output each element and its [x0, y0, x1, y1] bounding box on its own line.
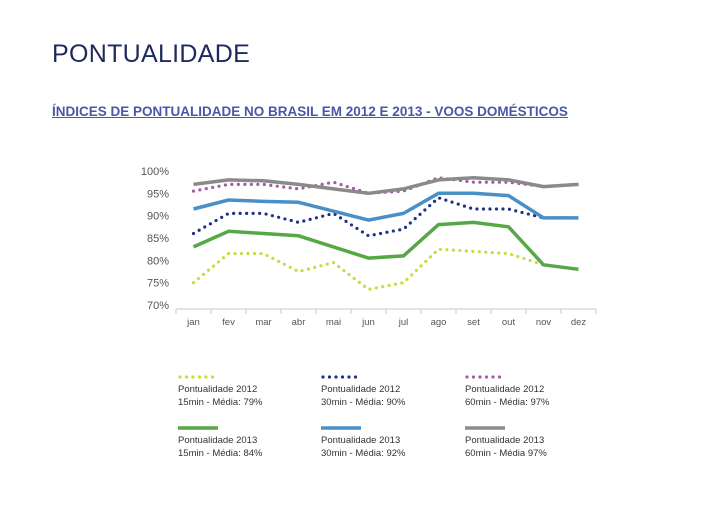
series-line-5: [193, 191, 579, 222]
x-tick-label: mai: [326, 317, 341, 328]
legend-series-name: Pontualidade 2013: [321, 435, 401, 446]
legend-item: Pontualidade 2013 30min - Média: 92%: [321, 423, 451, 459]
x-tick-label: jul: [398, 317, 409, 328]
series-line-1: [191, 247, 581, 291]
y-tick-label: 75%: [147, 278, 169, 290]
series-line-4: [192, 220, 579, 272]
x-tick-label: jun: [361, 317, 375, 328]
legend-swatch: [321, 426, 361, 430]
y-tick-label: 80%: [147, 255, 169, 267]
legend-item: Pontualidade 2012 30min - Média: 90%: [321, 372, 451, 408]
y-tick-label: 90%: [147, 211, 169, 223]
x-tick-label: jan: [186, 317, 200, 328]
legend-swatch: [465, 426, 505, 430]
legend-series-name: Pontualidade 2013: [178, 435, 258, 446]
legend-series-detail: 15min - Média: 79%: [178, 397, 263, 408]
x-tick-label: out: [502, 317, 516, 328]
chart-series-lines: [191, 175, 581, 291]
y-tick-label: 70%: [147, 300, 169, 312]
series-line-2: [191, 196, 581, 238]
chart-axes: jan fev mar abr mai jun jul ago set out nov dez 70% 7…: [141, 166, 597, 328]
chart-subtitle: ÍNDICES DE PONTUALIDADE NO BRASIL EM 201…: [52, 104, 568, 119]
x-tick-label: abr: [292, 317, 306, 328]
legend-series-detail: 15min - Média: 84%: [178, 448, 263, 459]
legend-swatch: [465, 375, 505, 379]
legend-series-name: Pontualidade 2012: [465, 384, 545, 395]
legend-series-detail: 30min - Média: 90%: [321, 397, 406, 408]
series-line-6: [193, 175, 579, 196]
legend-item: Pontualidade 2013 15min - Média: 84%: [178, 423, 308, 459]
legend-series-detail: 60min - Média 97%: [465, 448, 547, 459]
legend-series-detail: 30min - Média: 92%: [321, 448, 406, 459]
legend-item: Pontualidade 2012 15min - Média: 79%: [178, 372, 308, 408]
y-tick-label: 85%: [147, 233, 169, 245]
legend-swatch: [178, 426, 218, 430]
y-tick-label: 100%: [141, 166, 169, 178]
legend-series-detail: 60min - Média: 97%: [465, 397, 550, 408]
legend-swatch: [178, 375, 218, 379]
legend-item: Pontualidade 2012 60min - Média: 97%: [465, 372, 595, 408]
legend-series-name: Pontualidade 2012: [178, 384, 258, 395]
x-tick-label: nov: [536, 317, 552, 328]
y-tick-label: 95%: [147, 188, 169, 200]
legend-series-name: Pontualidade 2012: [321, 384, 401, 395]
x-tick-label: fev: [222, 317, 235, 328]
x-tick-label: set: [467, 317, 480, 328]
x-tick-label: mar: [255, 317, 271, 328]
legend-swatch: [321, 375, 361, 379]
x-tick-label: dez: [571, 317, 587, 328]
legend-item: Pontualidade 2013 60min - Média 97%: [465, 423, 595, 459]
page-title: PONTUALIDADE: [52, 40, 251, 68]
legend-series-name: Pontualidade 2013: [465, 435, 545, 446]
x-tick-label: ago: [431, 317, 447, 328]
